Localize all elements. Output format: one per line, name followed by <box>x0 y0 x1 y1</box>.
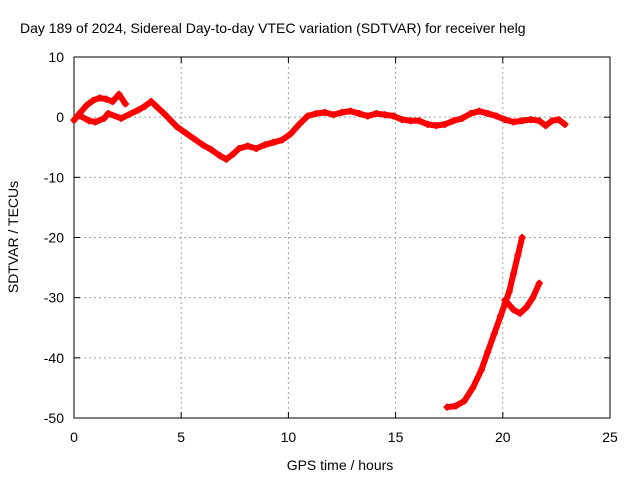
series-segment <box>116 91 129 107</box>
data-series <box>70 90 569 411</box>
x-tick-label: 25 <box>602 429 618 445</box>
x-tick-label: 10 <box>281 429 297 445</box>
y-tick-label: -50 <box>44 410 64 426</box>
series-segment <box>491 312 504 337</box>
series-segment <box>118 106 142 122</box>
x-tick-label: 20 <box>495 429 511 445</box>
series-group <box>70 90 569 163</box>
x-tick-label: 5 <box>177 429 185 445</box>
series-segment <box>484 330 498 355</box>
data-point <box>121 100 129 108</box>
chart-title: Day 189 of 2024, Sidereal Day-to-day VTE… <box>20 20 526 36</box>
x-tick-label: 0 <box>70 429 78 445</box>
series-segment <box>469 366 485 391</box>
series-segment <box>529 280 543 301</box>
y-axis-label: SDTVAR / TECUs <box>5 181 21 293</box>
x-tick-label: 15 <box>388 429 404 445</box>
data-point <box>518 234 526 241</box>
y-tick-label: -20 <box>44 230 64 246</box>
data-point <box>561 120 569 128</box>
data-point <box>535 279 543 287</box>
axis-ticks: 0 5 10 15 20 25 10 0 -10 -20 -30 -40 -50 <box>44 49 618 445</box>
y-tick-label: -10 <box>44 169 64 185</box>
y-tick-label: -30 <box>44 290 64 306</box>
y-tick-label: 0 <box>56 109 64 125</box>
y-tick-label: -40 <box>44 350 64 366</box>
y-tick-label: 10 <box>48 49 64 65</box>
series-segment <box>478 348 491 373</box>
series-group <box>443 234 543 411</box>
x-axis-label: GPS time / hours <box>287 457 394 473</box>
